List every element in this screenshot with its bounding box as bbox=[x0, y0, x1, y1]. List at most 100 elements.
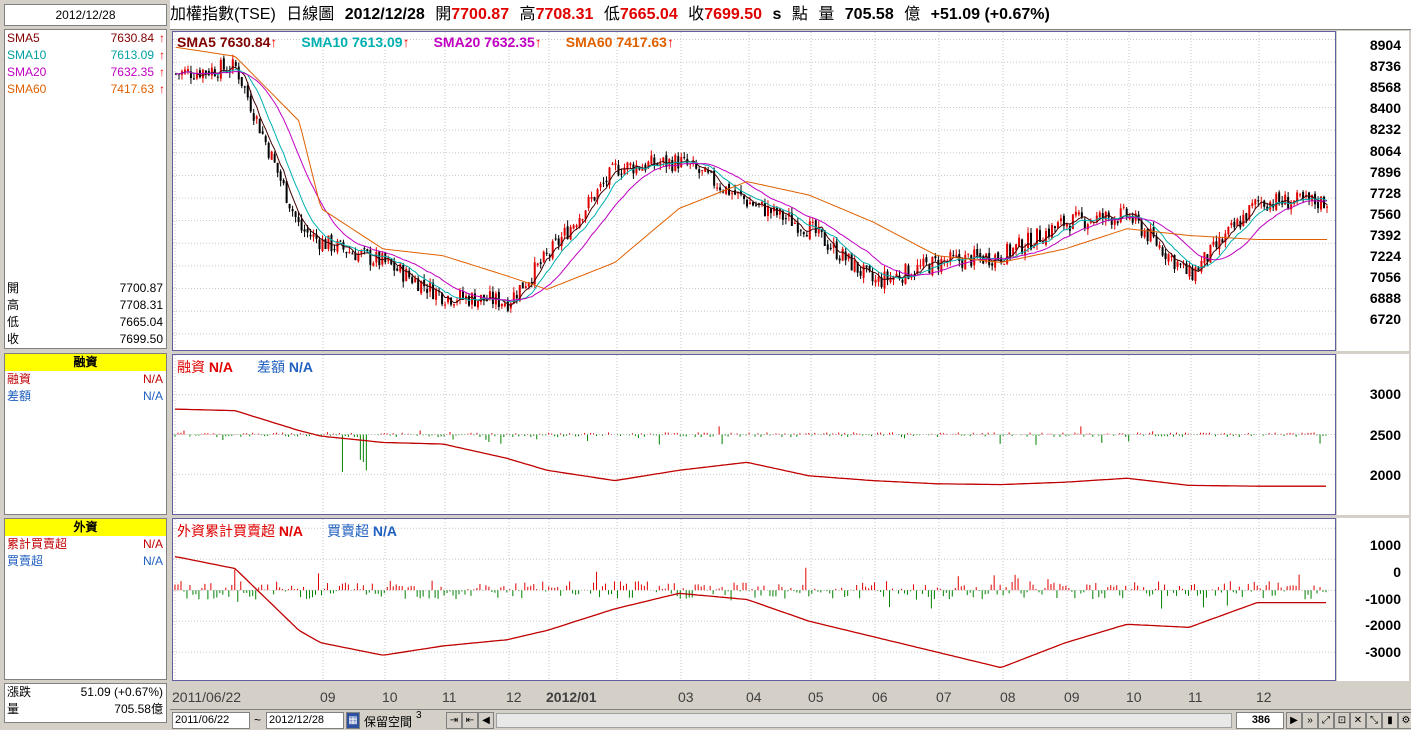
expand-icon[interactable]: ⤡ bbox=[1366, 712, 1382, 729]
candle-body bbox=[817, 226, 820, 234]
candle-body bbox=[222, 58, 225, 70]
zoom-in-icon[interactable]: ⇥ bbox=[446, 712, 462, 729]
candle-body bbox=[760, 201, 763, 204]
candle-body bbox=[1194, 267, 1197, 282]
candle-body bbox=[360, 250, 363, 254]
volume-row: 量 705.58億 bbox=[5, 701, 166, 718]
from-date-input[interactable]: 2011/06/22 bbox=[172, 712, 250, 729]
candle-body bbox=[811, 222, 814, 224]
candle-body bbox=[1179, 263, 1182, 265]
candle-body bbox=[611, 163, 614, 165]
fit-icon[interactable]: ⊡ bbox=[1334, 712, 1350, 729]
candle-body bbox=[865, 265, 868, 268]
sma-label: SMA20 bbox=[7, 65, 47, 79]
candle-body bbox=[479, 294, 482, 302]
candle-body bbox=[937, 259, 940, 270]
candle-body bbox=[378, 251, 381, 266]
candle-body bbox=[444, 304, 447, 306]
chart-kind: 日線圖 bbox=[286, 6, 335, 23]
sma-legend-item: SMA10 7613.09↑ bbox=[301, 34, 410, 50]
sma-label: SMA60 bbox=[7, 82, 47, 96]
settings-icon[interactable]: ⚙ bbox=[1398, 712, 1411, 729]
candle-body bbox=[426, 288, 429, 293]
candle-body bbox=[408, 270, 411, 278]
candle-body bbox=[1173, 255, 1176, 270]
candle-body bbox=[219, 60, 222, 79]
margin-chart[interactable]: 融資 N/A 差額 N/A bbox=[172, 354, 1336, 515]
margin-list: 融資 N/A 差額 N/A bbox=[5, 371, 166, 405]
candle-body bbox=[500, 303, 503, 307]
foreign-tick-label: 1000 bbox=[1369, 537, 1401, 553]
foreign-legend-value: N/A bbox=[372, 523, 398, 539]
candle-body bbox=[778, 208, 781, 215]
candle-body bbox=[1080, 212, 1083, 218]
price-tick-label: 8568 bbox=[1369, 79, 1401, 96]
candle-body bbox=[288, 203, 291, 209]
candle-body bbox=[853, 260, 856, 272]
candle-body bbox=[1248, 205, 1251, 220]
candle-body bbox=[769, 208, 772, 214]
to-date-input[interactable]: 2012/12/28 bbox=[266, 712, 344, 729]
candle-body bbox=[258, 118, 261, 134]
sma20-line bbox=[175, 70, 1328, 302]
cross-icon[interactable]: ✕ bbox=[1350, 712, 1366, 729]
calendar-icon[interactable]: ▦ bbox=[346, 712, 360, 729]
margin-value: N/A bbox=[142, 372, 163, 386]
foreign-chart[interactable]: 外資累計買賣超 N/A 買賣超 N/A bbox=[172, 518, 1336, 681]
candle-body bbox=[784, 218, 787, 220]
candle-body bbox=[1062, 215, 1065, 226]
candle-body bbox=[1021, 239, 1024, 254]
candle-body bbox=[195, 72, 198, 79]
candle-body bbox=[267, 142, 270, 158]
candle-body bbox=[1278, 192, 1281, 203]
horizontal-scrollbar[interactable] bbox=[496, 713, 1232, 728]
candle-body bbox=[743, 195, 746, 200]
candle-body bbox=[372, 263, 375, 266]
scroll-end-icon[interactable]: » bbox=[1302, 712, 1318, 729]
date-box: 2012/12/28 bbox=[4, 4, 167, 26]
margin-tick-label: 2500 bbox=[1369, 426, 1401, 443]
candle-body bbox=[1200, 260, 1203, 272]
chart-type-icon[interactable]: ▮ bbox=[1382, 712, 1398, 729]
zoom-out-icon[interactable]: ⇤ bbox=[462, 712, 478, 729]
up-arrow-icon: ↑ bbox=[534, 34, 542, 50]
up-arrow-icon: ↑ bbox=[270, 34, 278, 50]
candle-body bbox=[868, 265, 871, 272]
candle-body bbox=[542, 251, 545, 262]
candle-body bbox=[506, 300, 509, 311]
candle-body bbox=[294, 211, 297, 218]
current-date: 2012/12/28 bbox=[55, 8, 116, 22]
candle-body bbox=[922, 258, 925, 267]
up-arrow-icon: ↑ bbox=[159, 82, 165, 96]
margin-legend: 融資 N/A 差額 N/A bbox=[177, 357, 337, 377]
foreign-tick-label: -2000 bbox=[1365, 617, 1401, 634]
candle-body bbox=[665, 155, 668, 168]
candle-body bbox=[614, 163, 617, 165]
date-tick-label: 07 bbox=[936, 689, 952, 705]
candle-body bbox=[823, 230, 826, 246]
candle-body bbox=[1218, 237, 1221, 250]
scroll-right-icon[interactable]: ▶ bbox=[1286, 712, 1302, 729]
candle-body bbox=[626, 162, 629, 170]
foreign-tick-label: -3000 bbox=[1365, 644, 1401, 661]
bar-count: 386 bbox=[1236, 712, 1284, 729]
candle-body bbox=[414, 278, 417, 283]
candle-body bbox=[754, 204, 757, 206]
scroll-left-icon[interactable]: ◀ bbox=[478, 712, 494, 729]
candle-body bbox=[1083, 219, 1086, 229]
sma-row: SMA60 7417.63 ↑ bbox=[5, 81, 166, 98]
candle-body bbox=[590, 197, 593, 199]
price-chart[interactable]: SMA5 7630.84↑ SMA10 7613.09↑ SMA20 7632.35… bbox=[172, 31, 1336, 351]
candle-body bbox=[285, 181, 288, 203]
keep-space-value: 3 bbox=[416, 710, 422, 721]
candle-body bbox=[757, 203, 760, 205]
candle-body bbox=[629, 163, 632, 166]
candle-body bbox=[841, 248, 844, 261]
margin-axis: 3000 2500 2000 bbox=[1337, 354, 1409, 515]
candle-body bbox=[572, 225, 575, 229]
auto-scale-icon[interactable]: ⤢ bbox=[1318, 712, 1334, 729]
candle-body bbox=[1158, 245, 1161, 248]
foreign-row: 買賣超 N/A bbox=[5, 553, 166, 570]
date-tick-label: 04 bbox=[746, 689, 762, 705]
candle-body bbox=[569, 227, 572, 240]
